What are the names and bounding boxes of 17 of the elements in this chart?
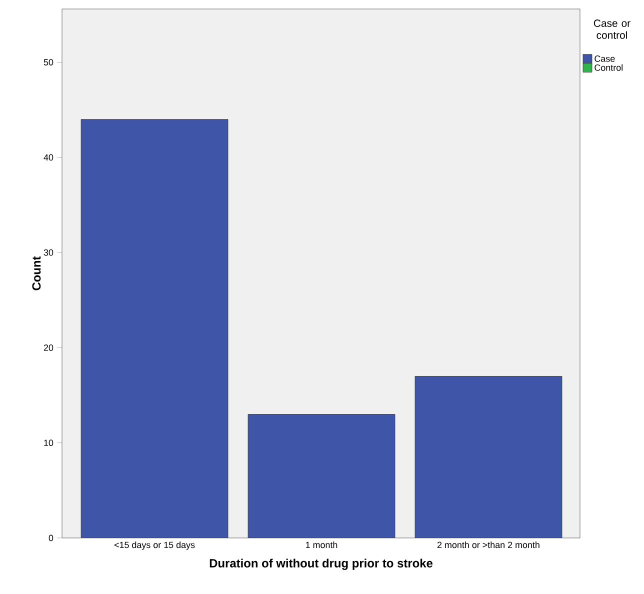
legend-label: Control [594, 64, 622, 71]
bar [248, 414, 395, 538]
x-axis-title: Duration of without drug prior to stroke [210, 558, 433, 570]
x-tick-label: 1 month [306, 542, 338, 548]
y-tick-label: 0 [48, 534, 54, 542]
bar [414, 376, 562, 538]
y-tick-label: 40 [44, 154, 54, 161]
y-tick-label: 50 [44, 59, 54, 66]
y-tick-label: 20 [44, 344, 54, 351]
legend-title: Case or control [594, 20, 630, 39]
x-tick-label: 2 month or >than 2 month [437, 542, 540, 548]
legend-label: Case [594, 55, 615, 62]
bar [81, 119, 228, 538]
x-tick-label: <15 days or 15 days [114, 542, 195, 550]
y-tick-label: 30 [44, 249, 54, 256]
y-axis-title: Count [32, 256, 41, 290]
y-tick-label: 10 [44, 440, 54, 446]
